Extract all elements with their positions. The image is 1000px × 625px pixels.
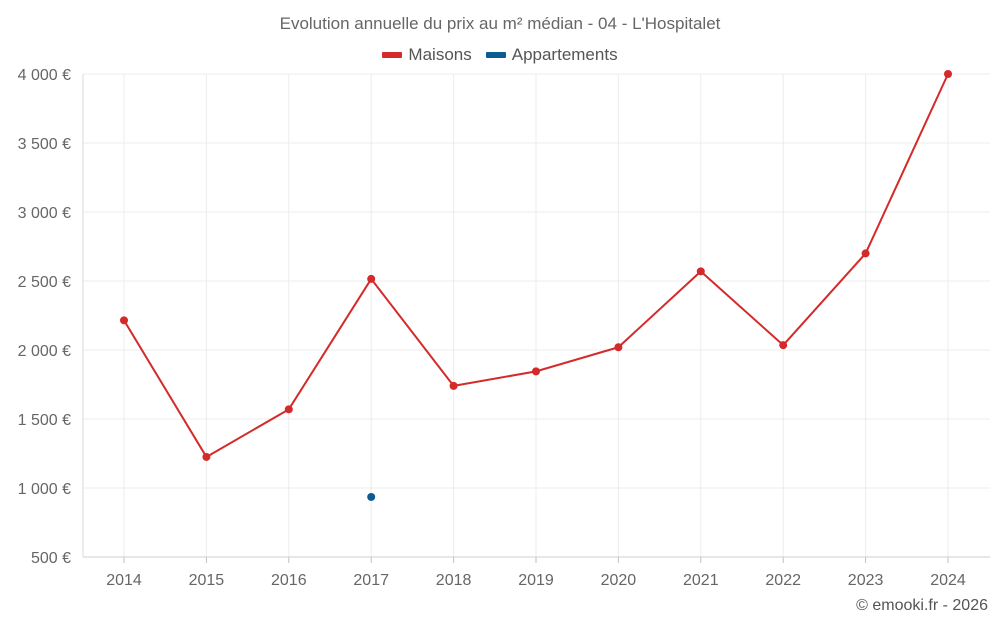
data-point-maisons-2023 xyxy=(861,249,870,258)
data-point-maisons-2021 xyxy=(696,267,705,276)
x-tick-label: 2015 xyxy=(189,572,225,589)
series-layer xyxy=(120,70,952,501)
axes: 500 € 1 000 € 1 500 € 2 000 € 2 500 € 3 000 €… xyxy=(18,67,990,589)
credit-text: © emooki.fr - 2026 xyxy=(856,597,988,614)
data-point-maisons-2014 xyxy=(120,316,128,325)
x-tick-label: 2024 xyxy=(930,572,966,589)
legend-swatch-maisons xyxy=(382,52,403,58)
legend-label-appartements: Appartements xyxy=(511,45,618,64)
legend-label-maisons: Maisons xyxy=(408,45,472,64)
data-point-maisons-2016 xyxy=(284,405,293,414)
legend-item-appartements[interactable]: Appartements xyxy=(485,45,618,65)
data-point-maisons-2019 xyxy=(532,367,540,376)
y-tick-label: 2 500 € xyxy=(18,274,71,291)
x-tick-label: 2017 xyxy=(353,572,389,589)
legend-swatch-appartements xyxy=(485,52,506,58)
y-tick-label: 3 500 € xyxy=(18,136,71,153)
x-tick-label: 2023 xyxy=(848,572,884,589)
y-tick-label: 1 500 € xyxy=(18,412,71,429)
y-tick-label: 500 € xyxy=(31,550,71,567)
x-tick-label: 2016 xyxy=(271,572,307,589)
x-tick-label: 2018 xyxy=(436,572,472,589)
legend: Maisons Appartements xyxy=(0,45,1000,65)
x-tick-label: 2022 xyxy=(765,572,801,589)
x-tick-label: 2019 xyxy=(518,572,554,589)
data-point-maisons-2020 xyxy=(614,343,623,352)
y-tick-label: 3 000 € xyxy=(18,205,71,222)
data-point-maisons-2018 xyxy=(449,381,458,390)
y-tick-label: 1 000 € xyxy=(18,481,71,498)
x-tick-label: 2020 xyxy=(601,572,637,589)
chart-title: Evolution annuelle du prix au m² médian … xyxy=(279,14,721,33)
x-tick-label: 2021 xyxy=(683,572,719,589)
x-tick-label: 2014 xyxy=(106,572,142,589)
data-point-maisons-2024 xyxy=(944,70,952,78)
grid xyxy=(83,73,990,557)
data-point-maisons-2015 xyxy=(202,452,211,461)
data-point-appartements-2017 xyxy=(367,492,376,501)
data-point-maisons-2017 xyxy=(367,274,376,283)
y-tick-label: 2 000 € xyxy=(18,343,71,360)
y-tick-label: 4 000 € xyxy=(18,67,71,84)
legend-item-maisons[interactable]: Maisons xyxy=(382,45,472,65)
data-point-maisons-2022 xyxy=(779,341,788,350)
